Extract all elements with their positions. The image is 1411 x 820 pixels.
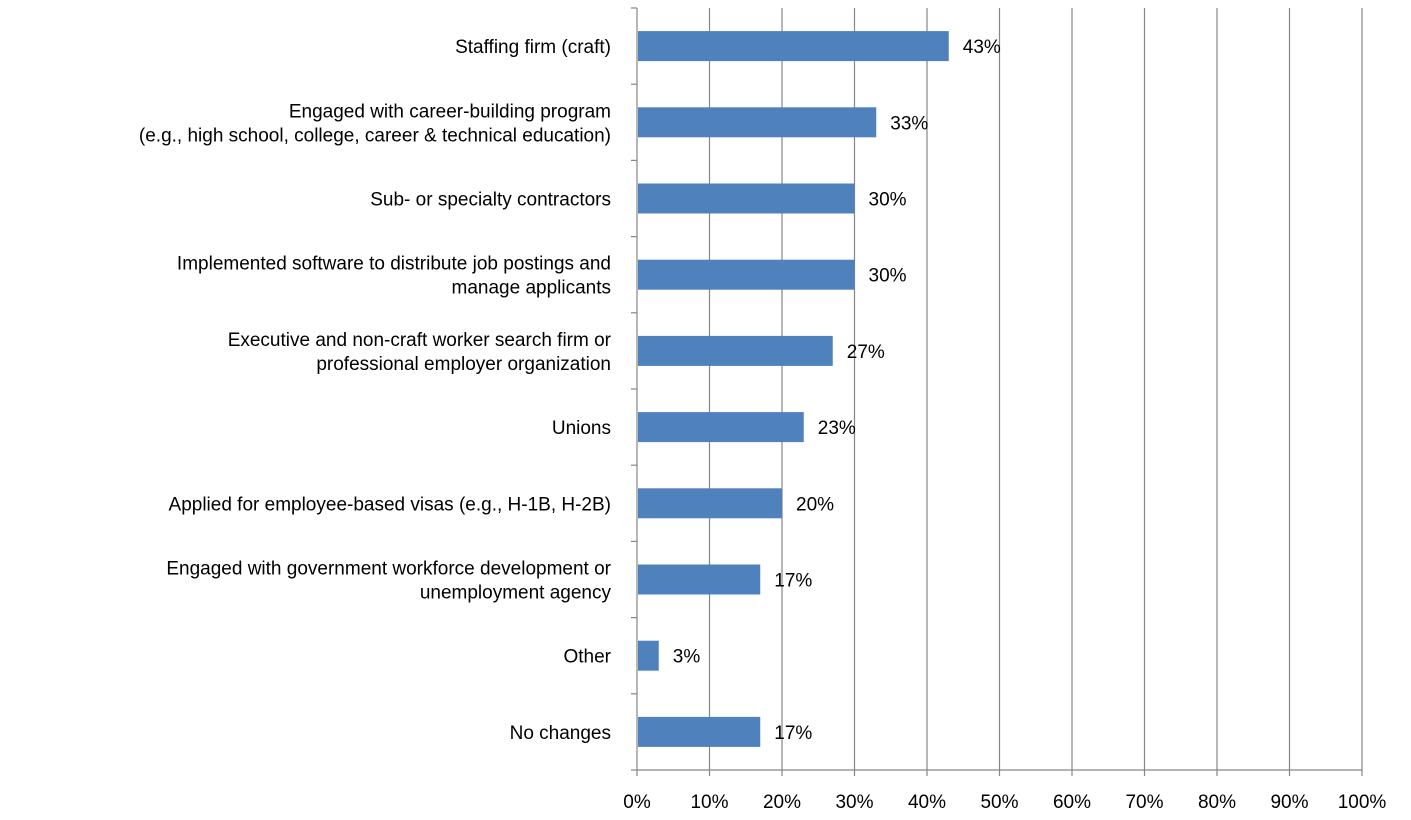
category-labels: Staffing firm (craft) Engaged with career…: [139, 37, 612, 744]
category-label-line: Applied for employee-based visas (e.g., …: [169, 494, 611, 515]
category-label-line: Engaged with career-building program: [289, 101, 611, 122]
bar: [638, 107, 877, 138]
category-label-line: Staffing firm (craft): [455, 37, 611, 58]
category-label-line: Engaged with government workforce develo…: [166, 559, 611, 580]
x-tick-label: 0%: [623, 792, 651, 813]
category-label-line: Executive and non-craft worker search fi…: [228, 330, 612, 351]
bars: [638, 31, 949, 747]
category-label: Executive and non-craft worker search fi…: [228, 330, 612, 375]
category-label: Staffing firm (craft): [455, 37, 611, 58]
bar: [638, 412, 804, 443]
x-tick-label: 10%: [690, 792, 728, 813]
category-label-line: No changes: [510, 723, 611, 744]
value-label: 33%: [890, 113, 928, 134]
category-label: No changes: [510, 723, 611, 744]
category-label: Engaged with government workforce develo…: [166, 559, 611, 604]
value-label: 17%: [774, 571, 812, 592]
category-label-line: professional employer organization: [316, 354, 611, 375]
category-label-line: Other: [563, 647, 611, 668]
x-tick-label: 20%: [763, 792, 801, 813]
value-labels: 43% 33% 30% 30% 27% 23% 20% 17% 3% 17%: [673, 37, 1001, 744]
bar: [638, 564, 761, 595]
value-label: 20%: [796, 494, 834, 515]
category-label-line: Implemented software to distribute job p…: [177, 254, 611, 275]
category-label: Engaged with career-building program (e.g…: [139, 101, 611, 146]
x-tick-label: 90%: [1270, 792, 1308, 813]
value-label: 17%: [774, 723, 812, 744]
category-label-line: (e.g., high school, college, career & te…: [139, 125, 611, 146]
x-tick-label: 70%: [1125, 792, 1163, 813]
x-tick-label: 60%: [1053, 792, 1091, 813]
x-tick-label: 50%: [980, 792, 1018, 813]
category-label: Unions: [552, 418, 611, 439]
category-label: Applied for employee-based visas (e.g., …: [169, 494, 611, 515]
category-label-line: Sub- or specialty contractors: [370, 190, 611, 211]
value-label: 30%: [869, 266, 907, 287]
value-label: 23%: [818, 418, 856, 439]
bar: [638, 640, 659, 671]
value-label: 43%: [963, 37, 1001, 58]
x-tick-label: 100%: [1338, 792, 1387, 813]
bar: [638, 716, 761, 747]
category-label: Implemented software to distribute job p…: [177, 254, 611, 299]
category-label: Sub- or specialty contractors: [370, 190, 611, 211]
x-tick-labels: 0% 10% 20% 30% 40% 50% 60% 70% 80% 90% 100%: [623, 792, 1386, 813]
value-label: 3%: [673, 647, 701, 668]
bar: [638, 259, 855, 290]
value-label: 30%: [869, 190, 907, 211]
x-tick-label: 80%: [1198, 792, 1236, 813]
axes: [631, 7, 1363, 776]
bar: [638, 183, 855, 214]
x-tick-label: 40%: [908, 792, 946, 813]
category-label-line: manage applicants: [452, 278, 612, 299]
value-label: 27%: [847, 342, 885, 363]
bar: [638, 31, 949, 62]
category-label-line: unemployment agency: [420, 583, 612, 604]
category-label: Other: [563, 647, 611, 668]
x-tick-label: 30%: [835, 792, 873, 813]
category-label-line: Unions: [552, 418, 611, 439]
bar: [638, 335, 833, 366]
bar: [638, 488, 782, 519]
